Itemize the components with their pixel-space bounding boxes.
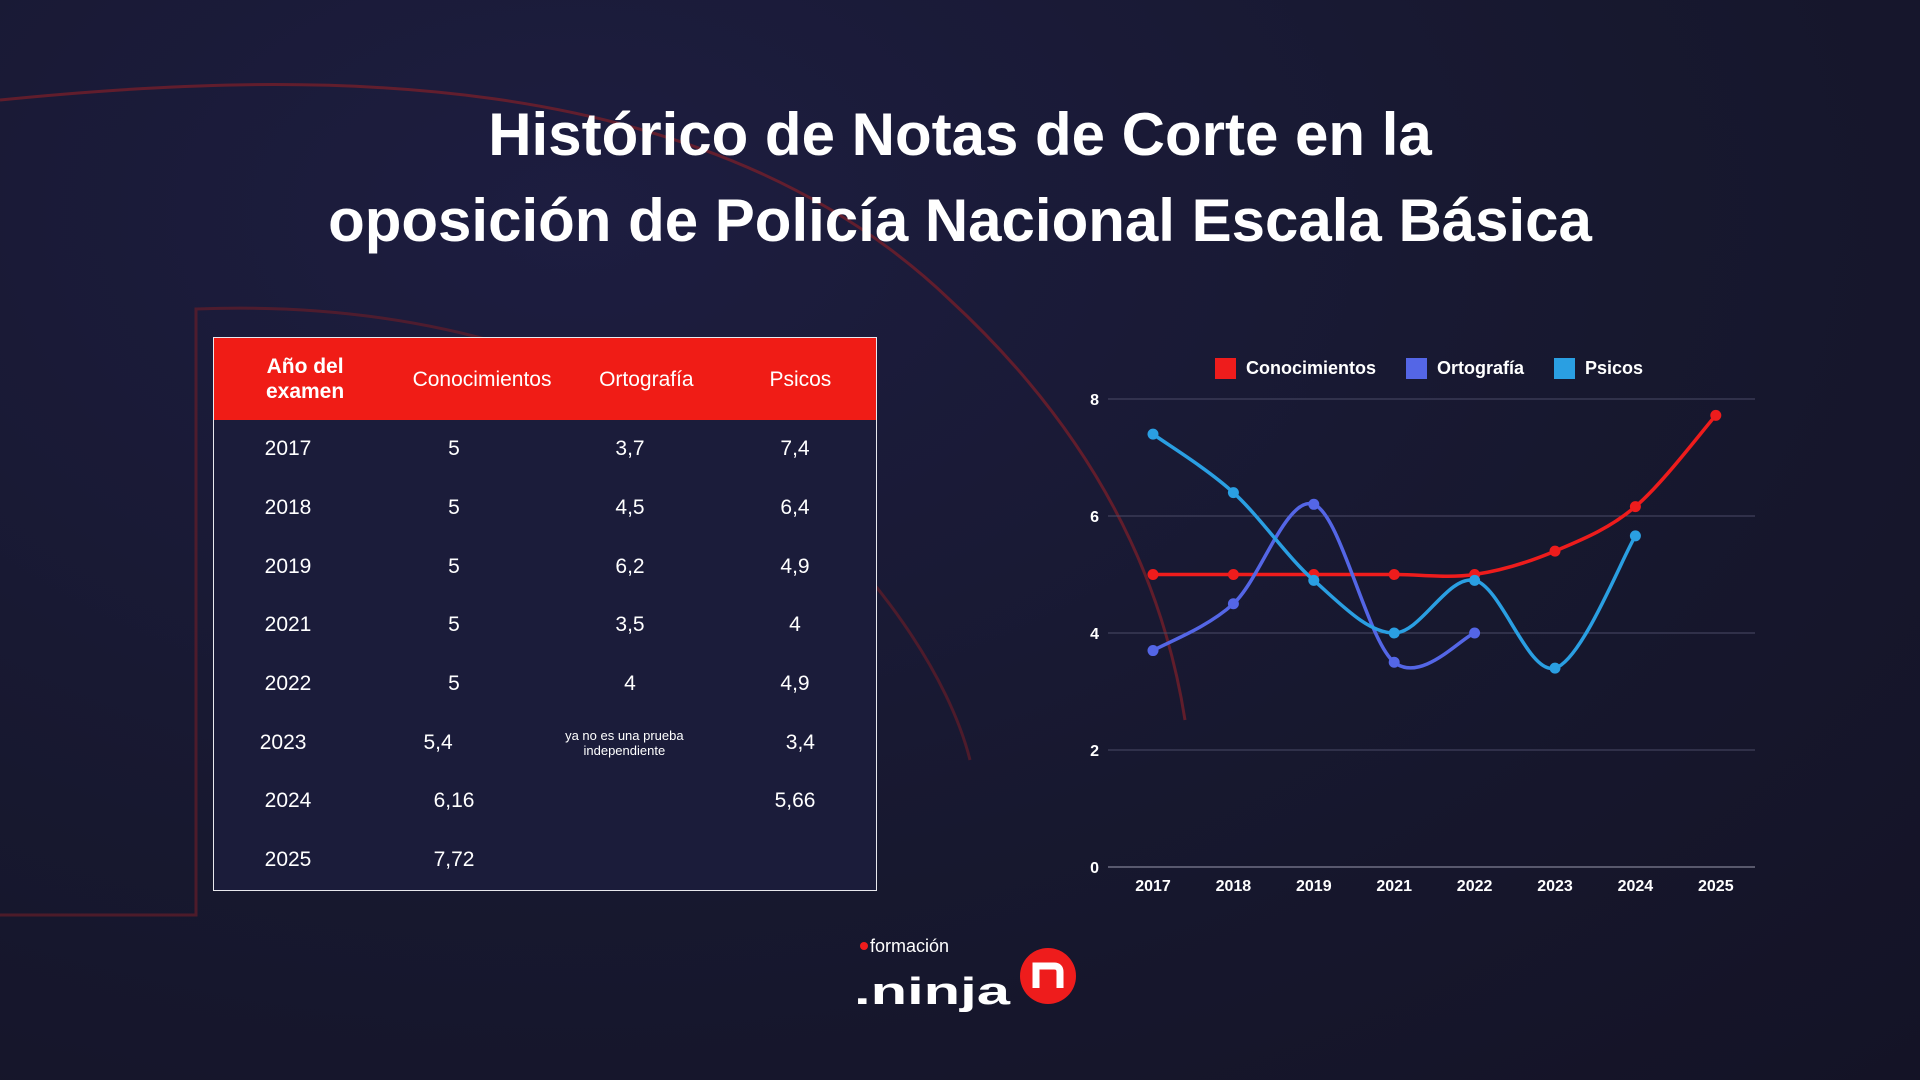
header-year: Año del examen bbox=[265, 355, 345, 403]
y-tick-label: 8 bbox=[1090, 392, 1099, 409]
cell-psicos: 4 bbox=[789, 613, 801, 637]
cell-conocimientos: 5 bbox=[448, 613, 460, 637]
y-tick-label: 2 bbox=[1090, 743, 1099, 760]
title-line-1: Histórico de Notas de Corte en la bbox=[488, 101, 1432, 168]
cell-year: 2017 bbox=[264, 437, 312, 461]
cell-psicos: 4,9 bbox=[780, 554, 810, 578]
legend-label: Ortografía bbox=[1437, 358, 1525, 378]
legend-label: Conocimientos bbox=[1246, 358, 1377, 378]
cell-conocimientos: 5 bbox=[448, 496, 460, 520]
cell-ortografia: 4,5 bbox=[615, 496, 645, 520]
x-tick-label: 2021 bbox=[1376, 878, 1412, 895]
table-row: 2019 5 6,2 4,9 bbox=[214, 537, 876, 596]
x-tick-label: 2022 bbox=[1457, 878, 1493, 895]
cell-psicos: 7,4 bbox=[780, 437, 810, 461]
cell-conocimientos: 5,4 bbox=[423, 730, 453, 754]
cell-psicos: 5,66 bbox=[774, 789, 816, 813]
x-tick-label: 2025 bbox=[1698, 878, 1734, 895]
cell-year: 2018 bbox=[264, 496, 312, 520]
data-point bbox=[1227, 487, 1239, 499]
cell-year: 2025 bbox=[264, 848, 312, 872]
n-circle-icon bbox=[1020, 948, 1076, 1004]
table-row: 2023 5,4 ya no es una prueba independiente… bbox=[214, 713, 876, 772]
chart-legend: Conocimientos Ortografía Psicos bbox=[1215, 358, 1643, 379]
legend-swatch bbox=[1215, 358, 1236, 379]
y-tick-label: 4 bbox=[1090, 626, 1099, 643]
legend-item-ortografia: Ortografía bbox=[1406, 358, 1524, 379]
legend-label: Psicos bbox=[1585, 358, 1644, 378]
formacion-ninja-logo: formación .ninja bbox=[854, 936, 1076, 1013]
data-point bbox=[1147, 645, 1159, 657]
header-ortografia: Ortografía bbox=[599, 367, 694, 391]
page-title: Histórico de Notas de Corte en la oposic… bbox=[0, 92, 1920, 264]
table-row: 2022 5 4 4,9 bbox=[214, 655, 876, 714]
data-point bbox=[1308, 498, 1320, 510]
cell-year: 2021 bbox=[264, 613, 312, 637]
data-point bbox=[1629, 530, 1641, 542]
x-tick-label: 2018 bbox=[1216, 878, 1252, 895]
data-point bbox=[1469, 627, 1481, 639]
table-body: 2017 5 3,7 7,4 2018 5 4,5 6,4 2019 5 6,2 4,9 2021 5 3,… bbox=[214, 420, 876, 890]
header-conocimientos: Conocimientos bbox=[412, 367, 552, 391]
data-point bbox=[1549, 662, 1561, 674]
legend-item-psicos: Psicos bbox=[1554, 358, 1643, 379]
logo-text-main: .ninja bbox=[854, 971, 1011, 1013]
cell-ortografia: ya no es una prueba independiente bbox=[565, 727, 684, 758]
table-row: 2017 5 3,7 7,4 bbox=[214, 420, 876, 479]
cell-ortografia: 4 bbox=[624, 672, 636, 696]
x-tick-label: 2024 bbox=[1618, 878, 1654, 895]
data-point bbox=[1388, 627, 1400, 639]
cell-year: 2022 bbox=[264, 672, 312, 696]
table-row: 2024 6,16 5,66 bbox=[214, 772, 876, 831]
data-point bbox=[1147, 428, 1159, 440]
data-point bbox=[1227, 569, 1239, 580]
data-point bbox=[1308, 574, 1320, 586]
data-point bbox=[1388, 569, 1400, 580]
legend-swatch bbox=[1406, 358, 1428, 379]
cell-psicos: 6,4 bbox=[780, 496, 810, 520]
cell-ortografia: 3,5 bbox=[615, 613, 645, 637]
table-row: 2025 7,72 bbox=[214, 831, 876, 890]
data-point bbox=[1227, 598, 1239, 610]
x-tick-label: 2023 bbox=[1537, 878, 1573, 895]
header-psicos: Psicos bbox=[769, 367, 832, 391]
title-line-2: oposición de Policía Nacional Escala Bás… bbox=[328, 187, 1592, 254]
legend-item-conocimientos: Conocimientos bbox=[1215, 358, 1376, 379]
table-row: 2018 5 4,5 6,4 bbox=[214, 479, 876, 538]
logo-text-top: formación bbox=[870, 936, 949, 956]
cell-year: 2024 bbox=[264, 789, 312, 813]
cell-conocimientos: 5 bbox=[448, 437, 460, 461]
table-header: Año del examen Conocimientos Ortografía … bbox=[214, 338, 876, 420]
cell-conocimientos: 5 bbox=[448, 554, 460, 578]
y-tick-label: 6 bbox=[1090, 509, 1099, 526]
cell-ortografia: 6,2 bbox=[615, 554, 645, 578]
data-point bbox=[1710, 409, 1722, 421]
x-tick-label: 2019 bbox=[1296, 878, 1332, 895]
y-tick-label: 0 bbox=[1090, 860, 1099, 877]
data-point bbox=[1629, 501, 1641, 513]
data-point bbox=[1469, 574, 1481, 586]
table-row: 2021 5 3,5 4 bbox=[214, 596, 876, 655]
cell-psicos: 3,4 bbox=[785, 730, 815, 754]
cell-conocimientos: 7,72 bbox=[433, 848, 475, 872]
data-point bbox=[1549, 545, 1561, 557]
x-tick-label: 2017 bbox=[1135, 878, 1171, 895]
cell-conocimientos: 6,16 bbox=[433, 789, 475, 813]
cell-year: 2023 bbox=[259, 730, 307, 754]
legend-swatch bbox=[1554, 358, 1576, 379]
data-point bbox=[1147, 569, 1159, 580]
cell-ortografia: 3,7 bbox=[615, 437, 645, 461]
cutoff-table: Año del examen Conocimientos Ortografía … bbox=[213, 337, 877, 891]
cell-psicos: 4,9 bbox=[780, 672, 810, 696]
cell-conocimientos: 5 bbox=[448, 672, 460, 696]
data-point bbox=[1388, 656, 1400, 668]
cell-year: 2019 bbox=[264, 554, 312, 578]
